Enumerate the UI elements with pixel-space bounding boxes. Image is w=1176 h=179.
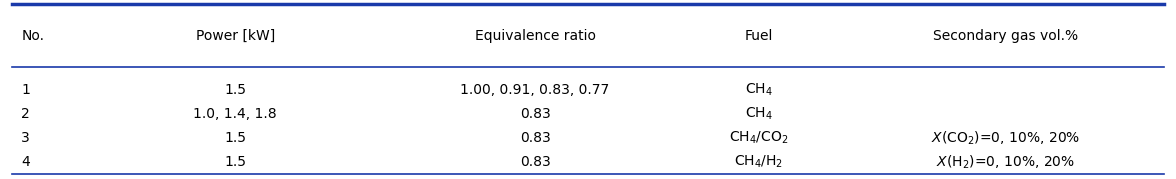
Text: 1.00, 0.91, 0.83, 0.77: 1.00, 0.91, 0.83, 0.77 <box>461 83 609 96</box>
Text: Secondary gas vol.%: Secondary gas vol.% <box>933 29 1078 43</box>
Text: CH$_4$/CO$_2$: CH$_4$/CO$_2$ <box>729 130 788 146</box>
Text: $X$(CO$_2$)=0, 10%, 20%: $X$(CO$_2$)=0, 10%, 20% <box>931 129 1080 147</box>
Text: 1.5: 1.5 <box>225 155 246 169</box>
Text: 2: 2 <box>21 107 29 121</box>
Text: $X$(H$_2$)=0, 10%, 20%: $X$(H$_2$)=0, 10%, 20% <box>936 153 1075 171</box>
Text: CH$_4$: CH$_4$ <box>744 105 773 122</box>
Text: 0.83: 0.83 <box>520 155 550 169</box>
Text: 0.83: 0.83 <box>520 107 550 121</box>
Text: 0.83: 0.83 <box>520 131 550 145</box>
Text: 1: 1 <box>21 83 31 96</box>
Text: $X$(C$_3$H$_8$)=0, 10%, 20%: $X$(C$_3$H$_8$)=0, 10%, 20% <box>928 177 1083 179</box>
Text: 1.5: 1.5 <box>225 83 246 96</box>
Text: CH$_4$/H$_2$: CH$_4$/H$_2$ <box>734 154 783 170</box>
Text: CH$_4$: CH$_4$ <box>744 81 773 98</box>
Text: 3: 3 <box>21 131 29 145</box>
Text: No.: No. <box>21 29 45 43</box>
Text: Fuel: Fuel <box>744 29 773 43</box>
Text: 4: 4 <box>21 155 29 169</box>
Text: Equivalence ratio: Equivalence ratio <box>475 29 595 43</box>
Text: 1.0, 1.4, 1.8: 1.0, 1.4, 1.8 <box>193 107 278 121</box>
Text: 1.5: 1.5 <box>225 131 246 145</box>
Text: CH$_4$/C$_3$H$_8$: CH$_4$/C$_3$H$_8$ <box>726 178 791 179</box>
Text: Power [kW]: Power [kW] <box>195 29 275 43</box>
